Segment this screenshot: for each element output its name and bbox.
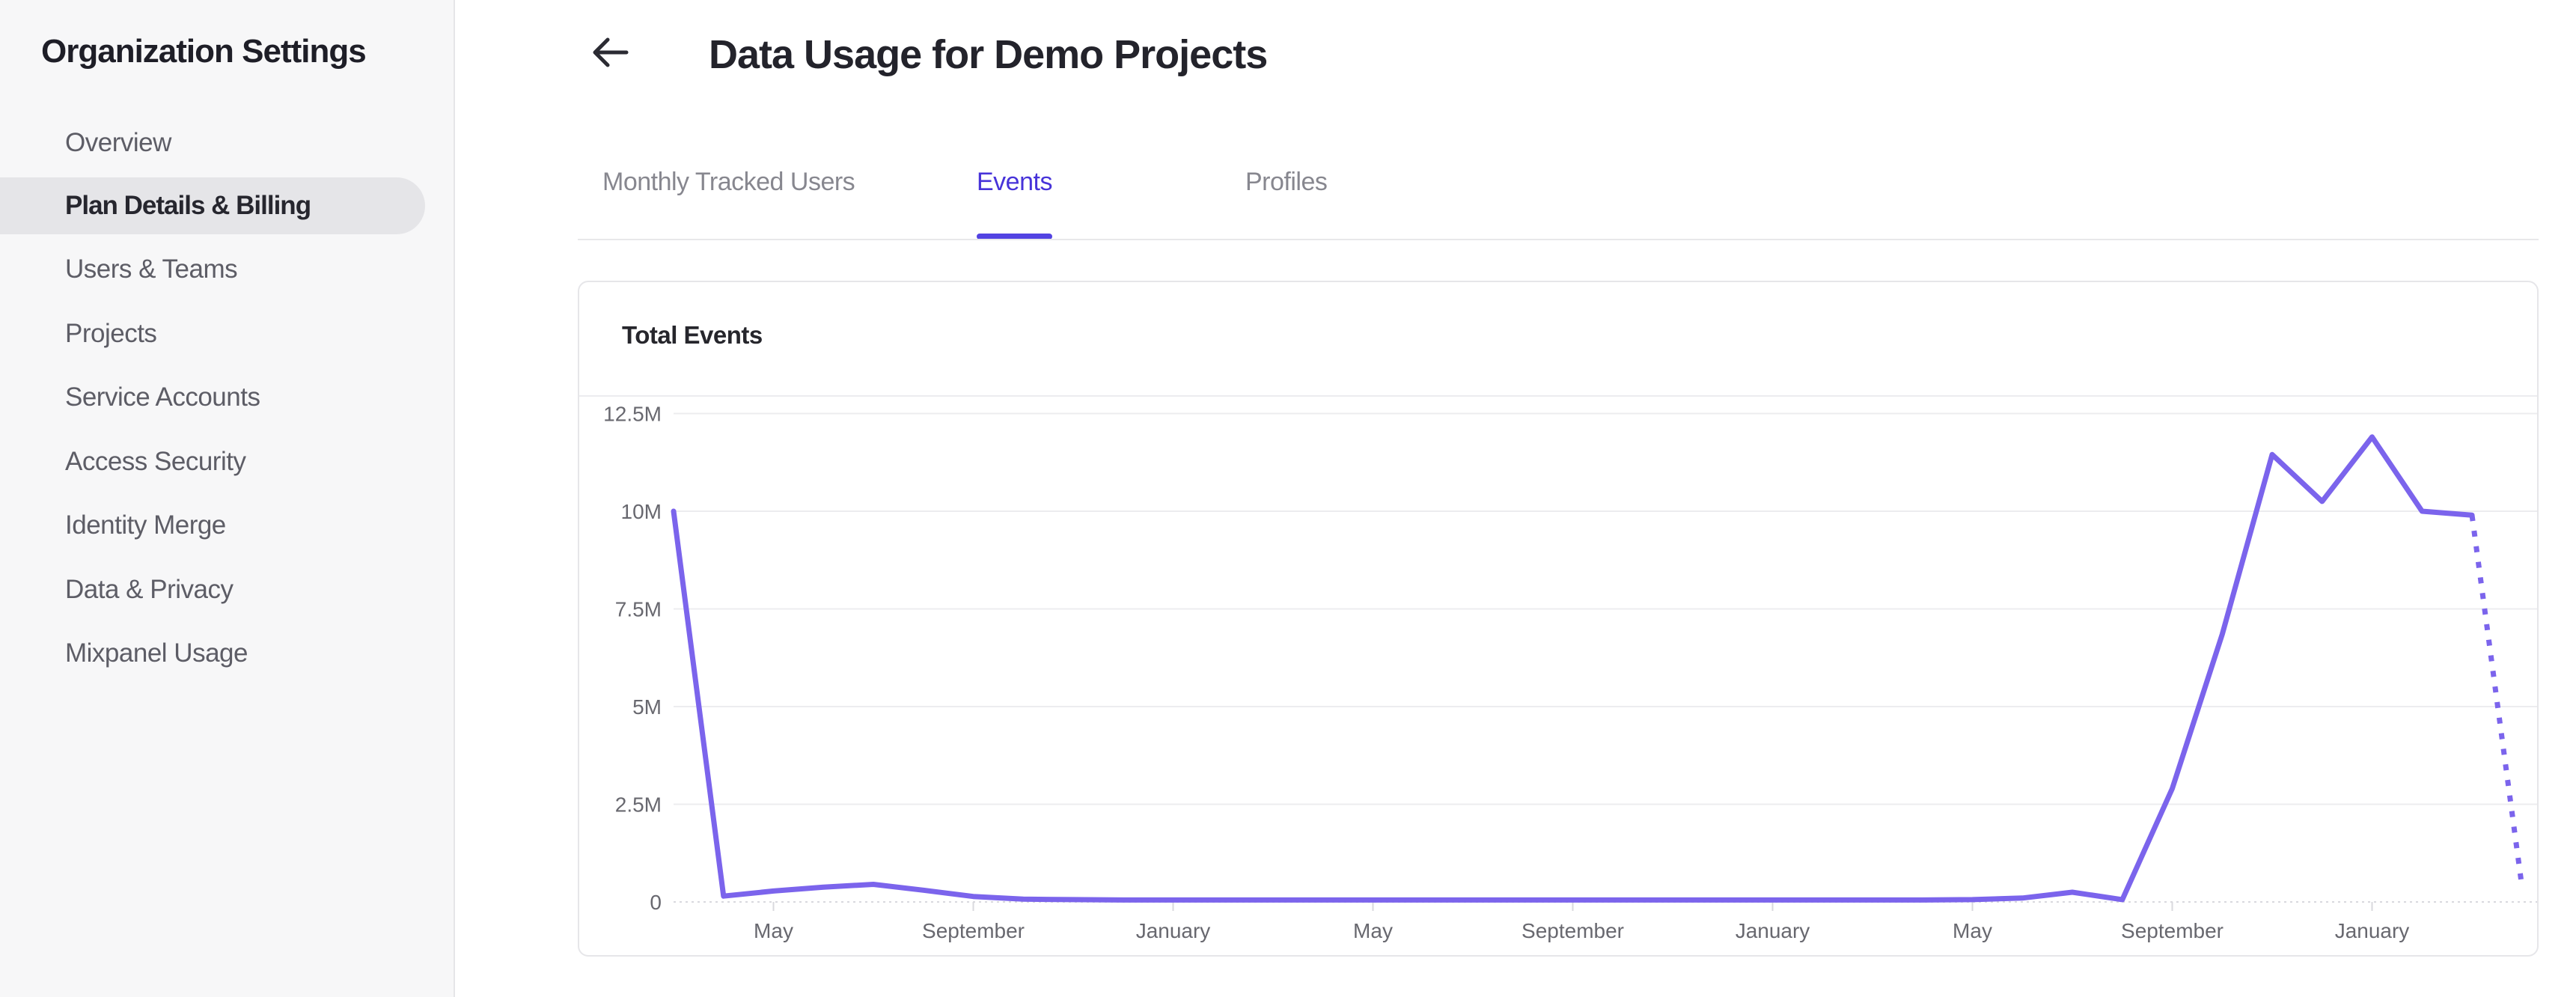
x-axis-label: September	[2121, 919, 2224, 942]
y-axis-label: 10M	[621, 500, 662, 523]
sidebar-item-plan-details-billing[interactable]: Plan Details & Billing	[0, 177, 425, 234]
x-axis-label: May	[1353, 919, 1393, 942]
sidebar-item-data-privacy[interactable]: Data & Privacy	[65, 575, 234, 604]
y-axis-label: 0	[650, 891, 662, 914]
events-line-projected	[2469, 514, 2525, 887]
y-axis-label: 2.5M	[615, 793, 662, 817]
active-tab-underline	[977, 234, 1052, 240]
tab-profiles[interactable]: Profiles	[1245, 168, 1328, 196]
page-title: Data Usage for Demo Projects	[709, 32, 1268, 77]
back-button[interactable]	[591, 34, 630, 71]
x-axis-label: September	[922, 919, 1025, 942]
sidebar-item-projects[interactable]: Projects	[65, 319, 157, 348]
x-axis-label: May	[1953, 919, 1992, 942]
sidebar-item-overview[interactable]: Overview	[65, 128, 171, 157]
events-line	[671, 434, 2475, 903]
tab-bar-divider	[578, 239, 2539, 240]
total-events-card: Total Events	[578, 281, 2539, 957]
sidebar-item-identity-merge[interactable]: Identity Merge	[65, 510, 226, 540]
tab-monthly-tracked-users[interactable]: Monthly Tracked Users	[602, 168, 855, 196]
arrow-left-icon	[593, 37, 629, 67]
sidebar-item-users-teams[interactable]: Users & Teams	[65, 254, 238, 284]
card-header-divider	[579, 395, 2537, 397]
sidebar-title: Organization Settings	[41, 33, 367, 70]
tab-events[interactable]: Events	[977, 168, 1052, 196]
y-axis-label: 12.5M	[603, 403, 662, 426]
x-axis-label: January	[2335, 919, 2410, 942]
y-axis-label: 5M	[632, 695, 662, 719]
x-axis-label: September	[1522, 919, 1624, 942]
sidebar-item-access-security[interactable]: Access Security	[65, 447, 246, 476]
y-axis-label: 7.5M	[615, 598, 662, 621]
x-axis-label: January	[1136, 919, 1211, 942]
sidebar: Organization Settings Overview Plan Detai…	[0, 0, 455, 997]
x-axis-label: January	[1736, 919, 1810, 942]
x-axis-label: May	[754, 919, 793, 942]
sidebar-item-service-accounts[interactable]: Service Accounts	[65, 382, 260, 412]
chart-title: Total Events	[622, 321, 763, 349]
sidebar-item-mixpanel-usage[interactable]: Mixpanel Usage	[65, 638, 248, 668]
